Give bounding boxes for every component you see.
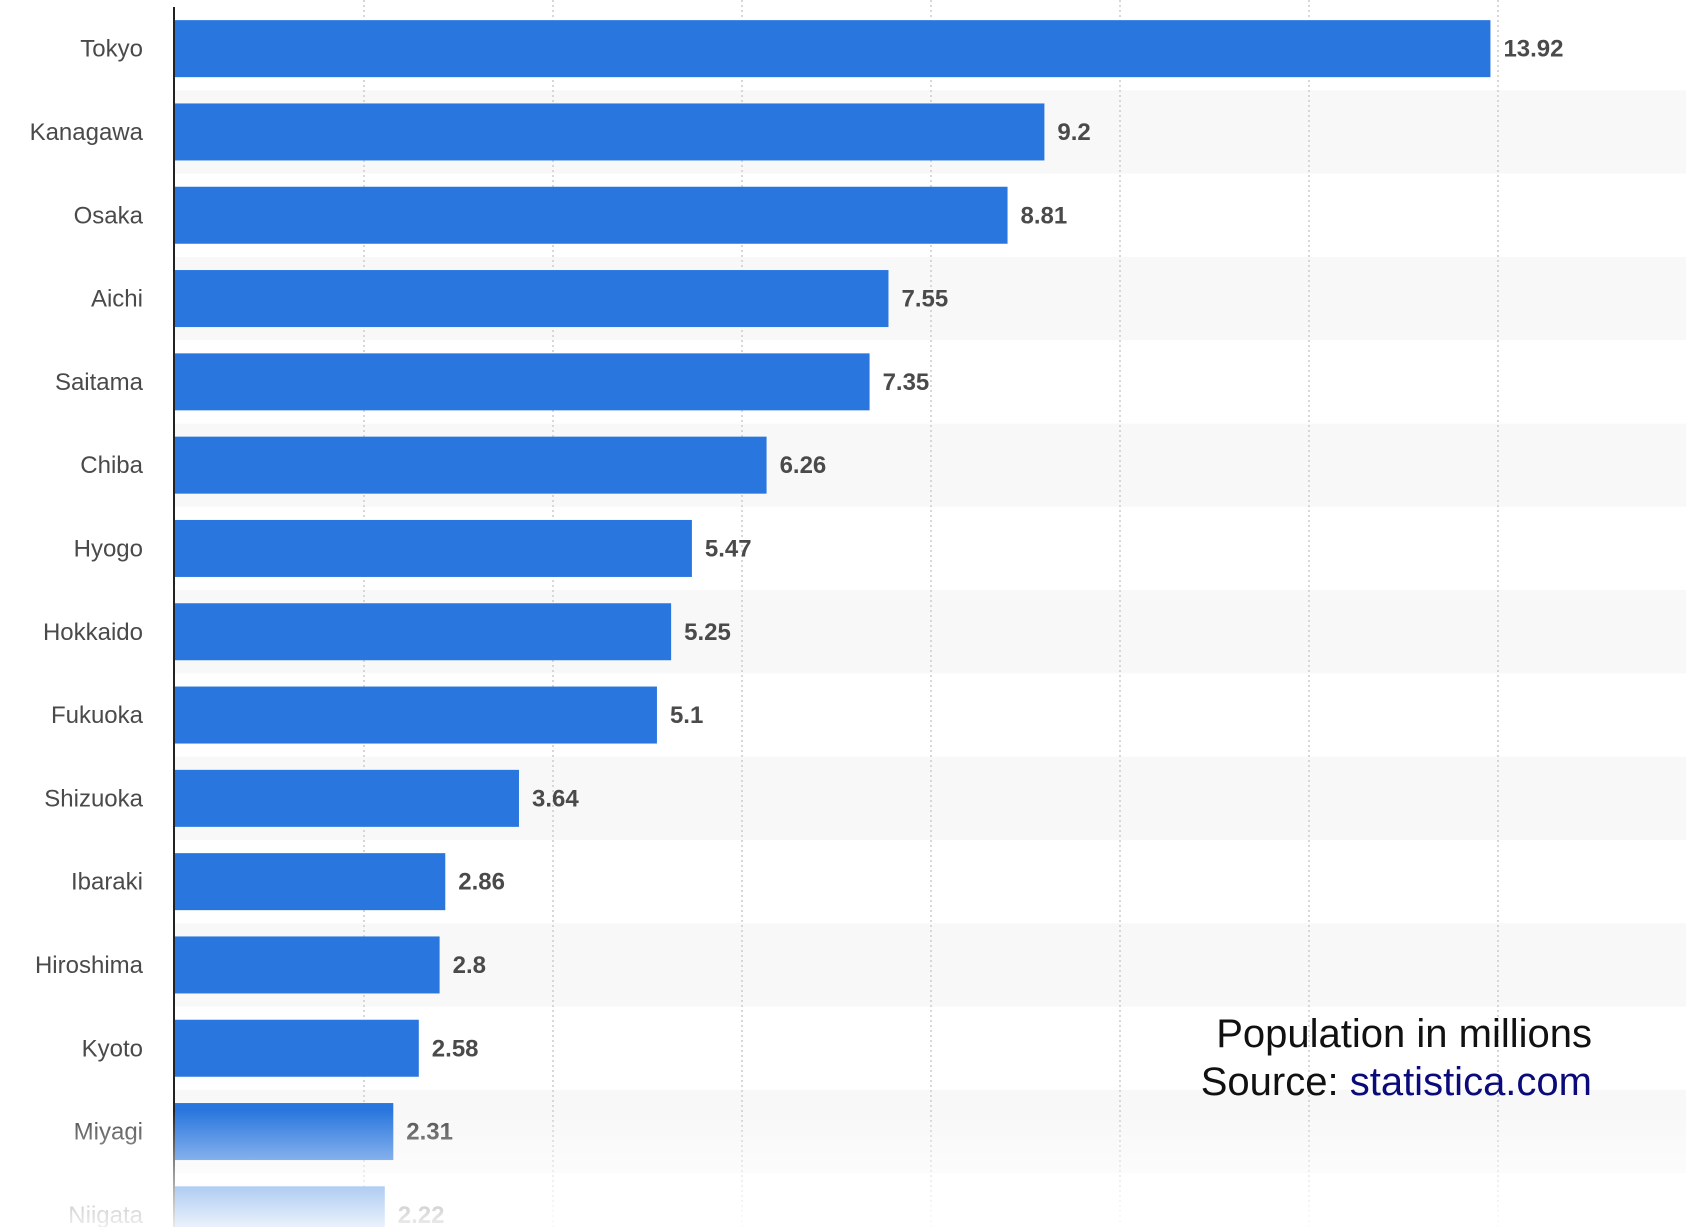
bar-kanagawa xyxy=(175,103,1045,161)
category-label: Chiba xyxy=(80,452,143,479)
category-label: Aichi xyxy=(91,286,143,313)
category-label: Niigata xyxy=(68,1202,143,1227)
bar-shizuoka xyxy=(175,769,519,827)
bar-aichi xyxy=(175,270,889,328)
category-label: Hyogo xyxy=(74,535,143,562)
value-label: 7.35 xyxy=(883,369,930,396)
source-link[interactable]: statistica.com xyxy=(1349,1060,1592,1104)
value-label: 7.55 xyxy=(901,286,948,313)
source-prefix: Source: xyxy=(1200,1060,1350,1104)
value-label: 2.22 xyxy=(398,1202,445,1227)
value-label: 13.92 xyxy=(1503,36,1563,63)
value-label: 6.26 xyxy=(780,452,827,479)
value-label: 3.64 xyxy=(532,785,579,812)
category-label: Saitama xyxy=(55,369,144,396)
chart-note: Population in millions Source: statistic… xyxy=(1201,1010,1592,1106)
value-label: 2.86 xyxy=(458,869,505,896)
bar-hyogo xyxy=(175,519,692,577)
bar-hiroshima xyxy=(175,936,440,994)
bar-ibaraki xyxy=(175,853,446,911)
bar-chiba xyxy=(175,436,767,494)
bar-saitama xyxy=(175,353,870,411)
value-label: 5.25 xyxy=(684,619,731,646)
value-label: 8.81 xyxy=(1021,202,1068,229)
bar-kyoto xyxy=(175,1019,419,1077)
category-label: Shizuoka xyxy=(44,785,143,812)
category-label: Tokyo xyxy=(80,36,143,63)
category-label: Kyoto xyxy=(82,1035,143,1062)
value-label: 5.1 xyxy=(670,702,703,729)
bar-osaka xyxy=(175,186,1008,244)
source-note: Source: statistica.com xyxy=(1201,1058,1592,1106)
bar-hokkaido xyxy=(175,603,672,661)
bar-niigata xyxy=(175,1186,385,1227)
category-label: Hiroshima xyxy=(35,952,144,979)
value-label: 9.2 xyxy=(1057,119,1090,146)
value-label: 2.8 xyxy=(453,952,486,979)
value-label: 2.31 xyxy=(406,1119,453,1146)
category-label: Kanagawa xyxy=(30,119,144,146)
category-label: Ibaraki xyxy=(71,869,143,896)
value-label: 2.58 xyxy=(432,1035,479,1062)
category-label: Osaka xyxy=(74,202,144,229)
bar-miyagi xyxy=(175,1103,394,1161)
category-label: Fukuoka xyxy=(51,702,144,729)
bar-fukuoka xyxy=(175,686,657,744)
value-label: 5.47 xyxy=(705,535,752,562)
unit-note: Population in millions xyxy=(1216,1012,1592,1056)
category-label: Hokkaido xyxy=(43,619,143,646)
category-label: Miyagi xyxy=(74,1119,143,1146)
bar-tokyo xyxy=(175,20,1491,78)
